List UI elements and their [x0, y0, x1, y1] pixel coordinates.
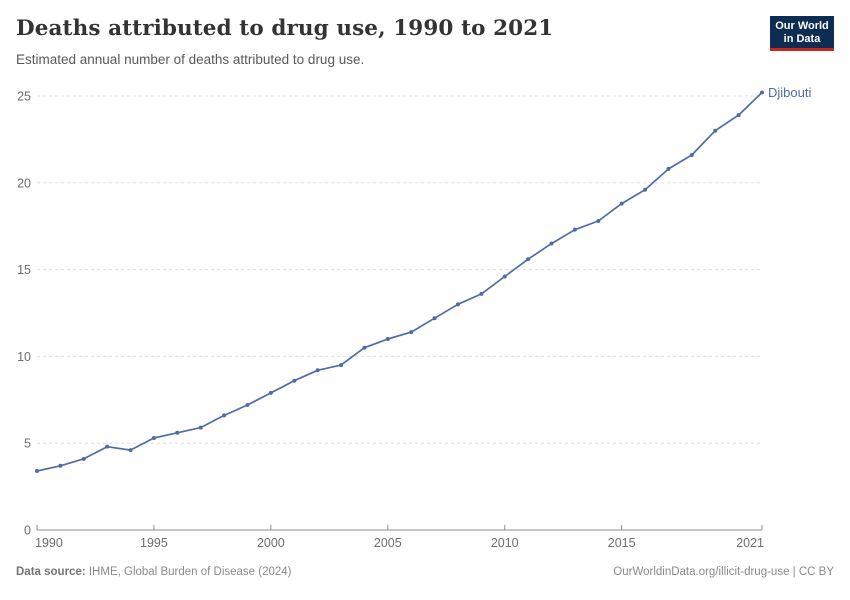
x-tick-label: 2000 [257, 536, 285, 550]
x-tick-label: 2021 [736, 536, 764, 550]
data-point[interactable] [385, 337, 390, 342]
data-point[interactable] [315, 368, 320, 373]
data-point[interactable] [549, 241, 554, 246]
data-point[interactable] [455, 302, 460, 307]
y-tick-label: 25 [17, 90, 31, 104]
entity-label-djibouti[interactable]: Djibouti [768, 84, 812, 100]
data-point[interactable] [409, 330, 414, 335]
data-point[interactable] [643, 187, 648, 192]
y-tick-label: 15 [17, 263, 31, 277]
data-point[interactable] [292, 378, 297, 383]
data-source-note: Data source: IHME, Global Burden of Dise… [16, 566, 292, 578]
chart-footer: Data source: IHME, Global Burden of Dise… [16, 566, 834, 578]
y-tick-label: 20 [17, 176, 31, 190]
y-tick-label: 0 [24, 524, 31, 538]
data-point[interactable] [151, 435, 156, 440]
data-point[interactable] [432, 316, 437, 321]
owid-logo-text-line1: Our World [775, 20, 829, 32]
data-point[interactable] [58, 463, 63, 468]
data-point[interactable] [736, 113, 741, 118]
x-tick-label: 2005 [374, 536, 402, 550]
data-point[interactable] [479, 291, 484, 296]
data-point[interactable] [222, 413, 227, 418]
data-point[interactable] [619, 201, 624, 206]
data-point[interactable] [175, 430, 180, 435]
y-tick-label: 5 [24, 437, 31, 451]
data-point[interactable] [128, 448, 133, 453]
data-point[interactable] [666, 166, 671, 171]
data-point[interactable] [198, 425, 203, 430]
data-point[interactable] [245, 403, 250, 408]
x-tick-label: 2010 [491, 536, 519, 550]
owid-logo-text-line2: in Data [783, 32, 821, 45]
data-point[interactable] [81, 456, 86, 461]
x-tick-label: 1990 [35, 536, 63, 550]
x-tick-label: 1995 [140, 536, 168, 550]
chart-title: Deaths attributed to drug use, 1990 to 2… [16, 16, 554, 41]
data-point[interactable] [502, 274, 507, 279]
data-point[interactable] [689, 153, 694, 158]
chart-subtitle: Estimated annual number of deaths attrib… [16, 52, 365, 67]
data-point[interactable] [268, 390, 273, 395]
data-source-label: Data source: [16, 566, 86, 578]
data-point[interactable] [105, 444, 110, 449]
owid-logo[interactable]: Our World in Data [770, 16, 834, 51]
data-point[interactable] [35, 468, 39, 473]
data-point[interactable] [713, 128, 718, 133]
data-point[interactable] [572, 227, 577, 232]
data-point[interactable] [362, 345, 367, 350]
data-point[interactable] [760, 90, 764, 95]
data-point[interactable] [339, 363, 344, 368]
y-tick-label: 10 [17, 350, 31, 364]
data-source-value: IHME, Global Burden of Disease (2024) [85, 566, 292, 578]
line-series-djibouti[interactable] [36, 91, 763, 472]
x-tick-label: 2015 [608, 536, 636, 550]
data-point[interactable] [526, 257, 531, 262]
license-note[interactable]: OurWorldinData.org/illicit-drug-use | CC… [613, 566, 834, 578]
data-point[interactable] [596, 218, 601, 223]
